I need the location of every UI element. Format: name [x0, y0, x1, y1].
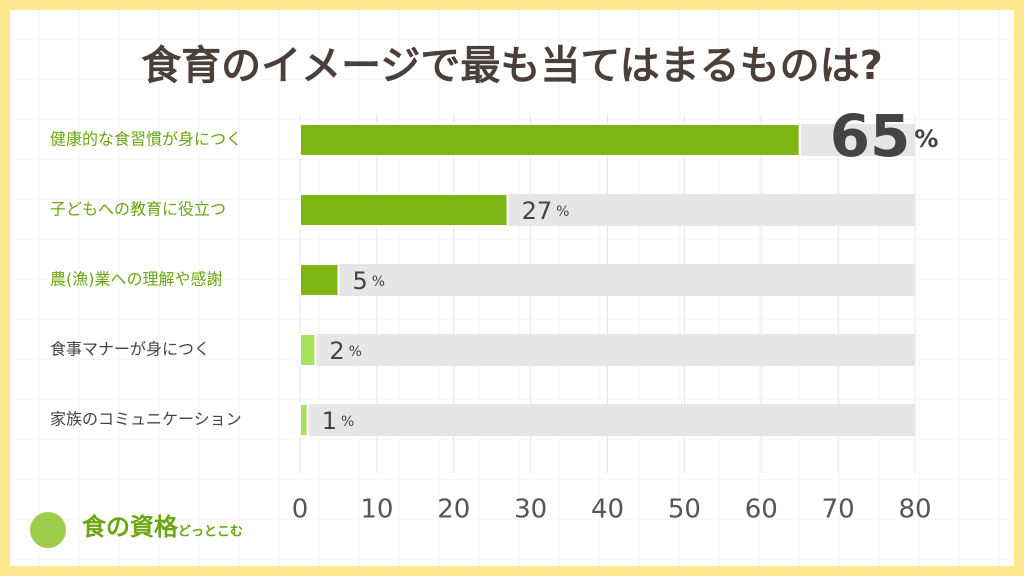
value-label: 27% — [522, 197, 570, 225]
bar — [299, 193, 509, 227]
value-label: 5% — [352, 267, 385, 295]
x-tick-label: 30 — [514, 495, 547, 525]
value-label-part: 1 — [322, 407, 337, 435]
track — [300, 334, 915, 366]
x-tick-label: 50 — [668, 495, 701, 525]
logo-icon — [30, 512, 66, 548]
x-tick-label: 60 — [745, 495, 778, 525]
logo-main: 食の資格 — [82, 513, 179, 541]
y-tick-label: 家族のコミュニケーション — [50, 410, 242, 429]
value-label-part: % — [349, 344, 362, 360]
x-tick-label: 40 — [591, 495, 624, 525]
x-tick-label: 10 — [360, 495, 393, 525]
chart-title: 食育のイメージで最も当てはまるものは? — [141, 43, 883, 89]
value-label-part: 5 — [352, 267, 367, 295]
logo-sub: どっとこむ — [178, 525, 243, 540]
value-label-part: % — [372, 274, 385, 290]
x-tick-label: 0 — [292, 495, 309, 525]
logo: 食の資格 どっとこむ — [30, 512, 243, 548]
value-label-part: % — [914, 125, 938, 153]
track — [300, 264, 915, 296]
x-tick-label: 80 — [898, 495, 931, 525]
track — [300, 404, 915, 436]
bar — [299, 333, 317, 367]
y-tick-label: 食事マナーが身につく — [50, 340, 210, 359]
value-label-part: % — [556, 204, 569, 220]
value-label: 65% — [830, 102, 939, 170]
y-tick-label: 健康的な食習慣が身につく — [50, 130, 242, 149]
value-label-part: 27 — [522, 197, 553, 225]
value-label-part: 2 — [329, 337, 344, 365]
value-label: 2% — [329, 337, 362, 365]
x-tick-label: 70 — [822, 495, 855, 525]
value-label-part: 65 — [830, 102, 911, 170]
value-label-part: % — [341, 414, 354, 430]
y-tick-label: 農(漁)業への理解や感謝 — [50, 270, 223, 289]
bar — [299, 263, 340, 297]
x-tick-label: 20 — [437, 495, 470, 525]
y-tick-label: 子どもへの教育に役立つ — [50, 200, 226, 219]
bar — [299, 403, 309, 437]
value-label: 1% — [322, 407, 355, 435]
bar — [299, 123, 801, 157]
